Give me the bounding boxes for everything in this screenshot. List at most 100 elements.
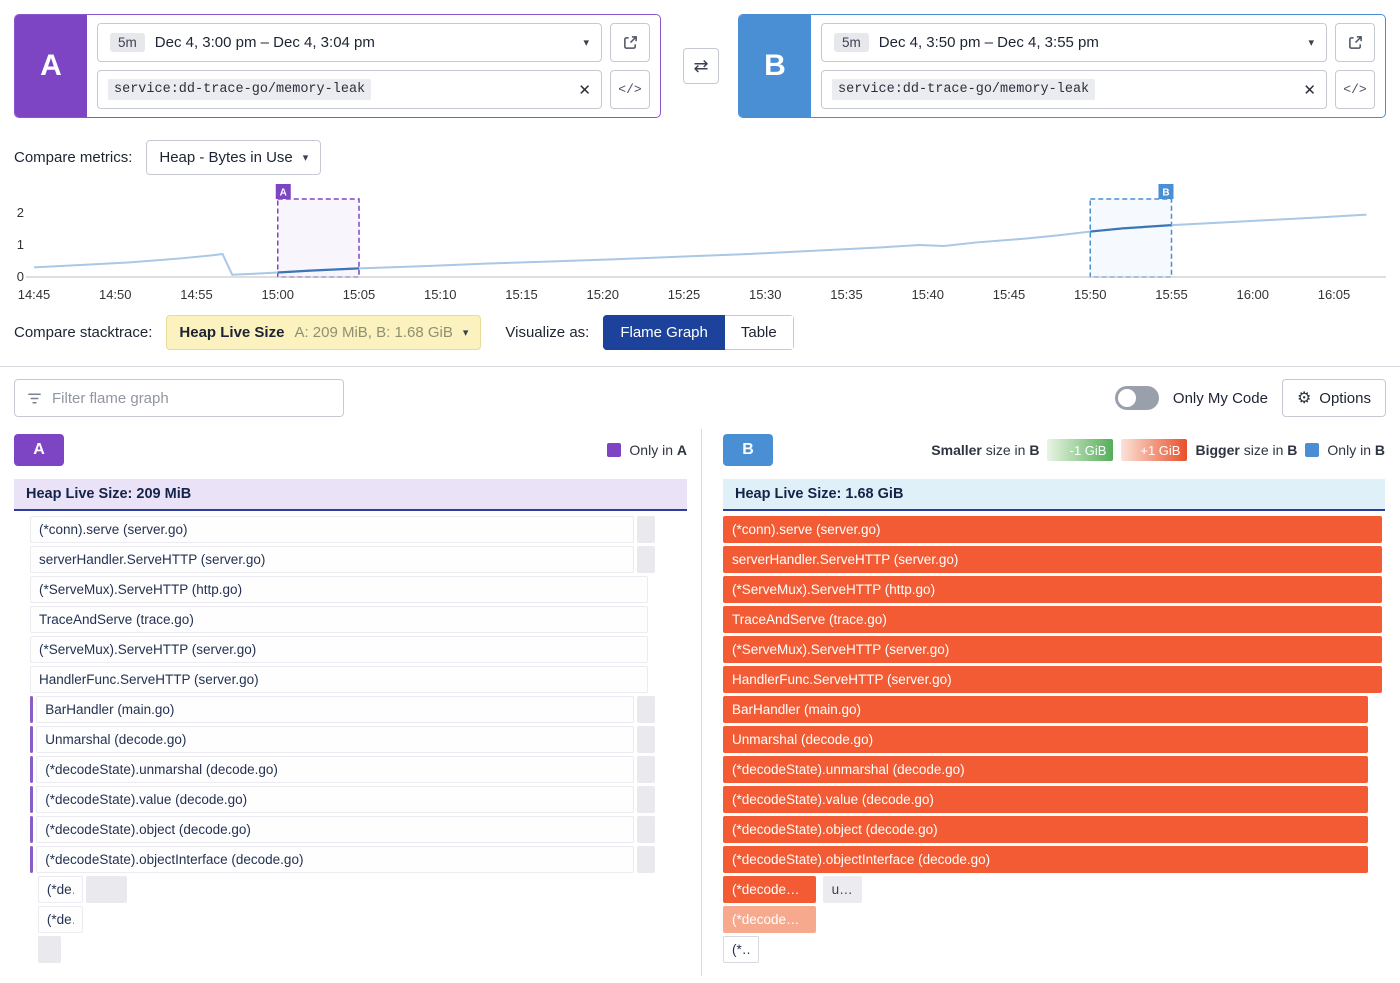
profile-a-open-button[interactable] (610, 23, 650, 62)
flame-filter-input[interactable] (50, 389, 331, 408)
flame-frame[interactable]: (*ServeMux).ServeHTTP (http.go) (723, 576, 1382, 603)
svg-text:0: 0 (17, 269, 24, 284)
options-button[interactable]: ⚙ Options (1282, 379, 1386, 417)
flame-a-row-1: (*conn).serve (server.go) (30, 516, 687, 546)
timeline-selection-B[interactable] (1090, 199, 1171, 277)
flame-frame[interactable]: (*conn).serve (server.go) (30, 516, 634, 543)
profile-a-duration-chip: 5m (110, 33, 145, 52)
flame-frame[interactable] (38, 936, 61, 963)
flame-frame[interactable]: Unmarshal (decode.go) (36, 726, 634, 753)
flame-frame[interactable]: (*decodeState).object (decode.go) (36, 816, 634, 843)
flame-frame[interactable]: serverHandler.ServeHTTP (server.go) (30, 546, 634, 573)
flame-frame[interactable]: (*decodeState).unmarshal (decode.go) (36, 756, 634, 783)
flame-frame[interactable]: (*decode… (723, 876, 816, 903)
flame-b-row-5: (*ServeMux).ServeHTTP (server.go) (723, 636, 1385, 666)
flame-frame[interactable]: (*decodeState).object (decode.go) (723, 816, 1368, 843)
flame-frame[interactable] (30, 816, 33, 843)
profile-b-code-button[interactable]: </> (1335, 70, 1375, 109)
svg-text:2: 2 (17, 205, 24, 220)
flame-frame[interactable]: (*ServeMux).ServeHTTP (http.go) (30, 576, 648, 603)
flame-frame[interactable]: (*de… (38, 906, 83, 933)
timeline-chart[interactable]: AB01214:4514:5014:5515:0015:0515:1015:15… (0, 181, 1400, 307)
legend-b: Smaller size in B -1 GiB +1 GiB Bigger s… (931, 439, 1385, 461)
svg-text:15:45: 15:45 (993, 287, 1026, 302)
timeline-selection-A[interactable] (278, 199, 359, 277)
flame-frame[interactable]: (*decodeState).value (decode.go) (36, 786, 634, 813)
flame-frame[interactable] (30, 786, 33, 813)
profile-a-badge: A (15, 15, 87, 117)
flame-frame[interactable]: (*decodeState).objectInterface (decode.g… (36, 846, 634, 873)
flame-frame[interactable]: (*decodeState).objectInterface (decode.g… (723, 846, 1368, 873)
flame-frame[interactable] (30, 696, 33, 723)
swap-profiles-button[interactable]: ⇄ (683, 48, 719, 84)
profile-a-clear-icon[interactable]: ✕ (578, 81, 591, 99)
profile-b-fields: 5m Dec 4, 3:50 pm – Dec 4, 3:55 pm ▾ ser… (811, 15, 1385, 117)
stacktrace-metric-detail: A: 209 MiB, B: 1.68 GiB (294, 324, 452, 341)
flame-frame[interactable]: HandlerFunc.ServeHTTP (server.go) (723, 666, 1382, 693)
stacktrace-metric-select[interactable]: Heap Live Size A: 209 MiB, B: 1.68 GiB ▾ (166, 315, 481, 350)
flame-frame[interactable]: (*ServeMux).ServeHTTP (server.go) (723, 636, 1382, 663)
compare-stacktrace-label: Compare stacktrace: (14, 324, 152, 341)
flame-frame[interactable]: TraceAndServe (trace.go) (30, 606, 648, 633)
profile-b-time-range: Dec 4, 3:50 pm – Dec 4, 3:55 pm (879, 34, 1299, 51)
profile-a-code-button[interactable]: </> (610, 70, 650, 109)
flame-frame[interactable] (30, 846, 33, 873)
options-label: Options (1319, 390, 1371, 407)
flame-frame[interactable]: HandlerFunc.ServeHTTP (server.go) (30, 666, 648, 693)
profile-b-clear-icon[interactable]: ✕ (1303, 81, 1316, 99)
flame-a-rows: (*conn).serve (server.go) serverHandler.S… (14, 516, 687, 966)
flame-a-row-11: (*decodeState).object (decode.go) (30, 816, 687, 846)
visualize-as-label: Visualize as: (505, 324, 589, 341)
tab-table[interactable]: Table (725, 315, 794, 350)
svg-text:14:55: 14:55 (180, 287, 213, 302)
panel-b-badge: B (723, 434, 773, 466)
bigger-size-label: Bigger size in B (1195, 442, 1297, 458)
flame-frame[interactable] (637, 756, 655, 783)
flame-frame[interactable]: (*ServeMux).ServeHTTP (server.go) (30, 636, 648, 663)
flame-frame[interactable]: (*decode… (723, 906, 816, 933)
profile-b-time-range-select[interactable]: 5m Dec 4, 3:50 pm – Dec 4, 3:55 pm ▾ (821, 23, 1327, 62)
only-in-b-label: Only in B (1327, 442, 1385, 458)
flame-frame[interactable] (637, 516, 655, 543)
svg-text:16:00: 16:00 (1236, 287, 1269, 302)
flame-frame[interactable]: serverHandler.ServeHTTP (server.go) (723, 546, 1382, 573)
flame-b-row-6: HandlerFunc.ServeHTTP (server.go) (723, 666, 1385, 696)
flame-frame[interactable] (637, 696, 655, 723)
external-link-icon (1348, 35, 1363, 50)
flame-frame[interactable]: (*… (723, 936, 759, 963)
flame-b-row-14: (*decode… (723, 906, 1385, 936)
only-my-code-toggle[interactable] (1115, 386, 1159, 410)
flame-b-root-frame[interactable]: Heap Live Size: 1.68 GiB (723, 479, 1385, 511)
compare-metrics-value: Heap - Bytes in Use (159, 149, 292, 166)
profile-a-time-range-select[interactable]: 5m Dec 4, 3:00 pm – Dec 4, 3:04 pm ▾ (97, 23, 602, 62)
flame-filter-field[interactable] (14, 379, 344, 417)
profile-b-open-button[interactable] (1335, 23, 1375, 62)
flame-a-root-frame[interactable]: Heap Live Size: 209 MiB (14, 479, 687, 511)
flame-frame[interactable] (637, 786, 655, 813)
flame-b-row-10: (*decodeState).value (decode.go) (723, 786, 1385, 816)
flame-frame[interactable] (86, 876, 126, 903)
flame-frame[interactable] (637, 546, 655, 573)
flame-frame[interactable]: (*de… (38, 876, 83, 903)
flame-frame[interactable]: BarHandler (main.go) (723, 696, 1368, 723)
flame-frame[interactable]: (*decodeState).unmarshal (decode.go) (723, 756, 1368, 783)
flame-b-row-12: (*decodeState).objectInterface (decode.g… (723, 846, 1385, 876)
flame-a-row-2: serverHandler.ServeHTTP (server.go) (30, 546, 687, 576)
flame-frame[interactable] (30, 756, 33, 783)
compare-metrics-select[interactable]: Heap - Bytes in Use ▾ (146, 140, 321, 175)
flame-frame[interactable]: u… (823, 876, 863, 903)
flame-frame[interactable] (637, 846, 655, 873)
flame-frame[interactable]: (*decodeState).value (decode.go) (723, 786, 1368, 813)
flame-frame[interactable]: (*conn).serve (server.go) (723, 516, 1382, 543)
flame-frame[interactable]: TraceAndServe (trace.go) (723, 606, 1382, 633)
flame-frame[interactable] (30, 726, 33, 753)
flame-frame[interactable]: Unmarshal (decode.go) (723, 726, 1368, 753)
profile-a-query-input[interactable]: service:dd-trace-go/memory-leak ✕ (97, 70, 602, 109)
flame-frame[interactable] (637, 816, 655, 843)
flame-frame[interactable]: BarHandler (main.go) (36, 696, 634, 723)
svg-text:14:45: 14:45 (18, 287, 51, 302)
tab-flame-graph[interactable]: Flame Graph (603, 315, 725, 350)
profile-b-query-input[interactable]: service:dd-trace-go/memory-leak ✕ (821, 70, 1327, 109)
flame-frame[interactable] (637, 726, 655, 753)
svg-text:15:10: 15:10 (424, 287, 457, 302)
